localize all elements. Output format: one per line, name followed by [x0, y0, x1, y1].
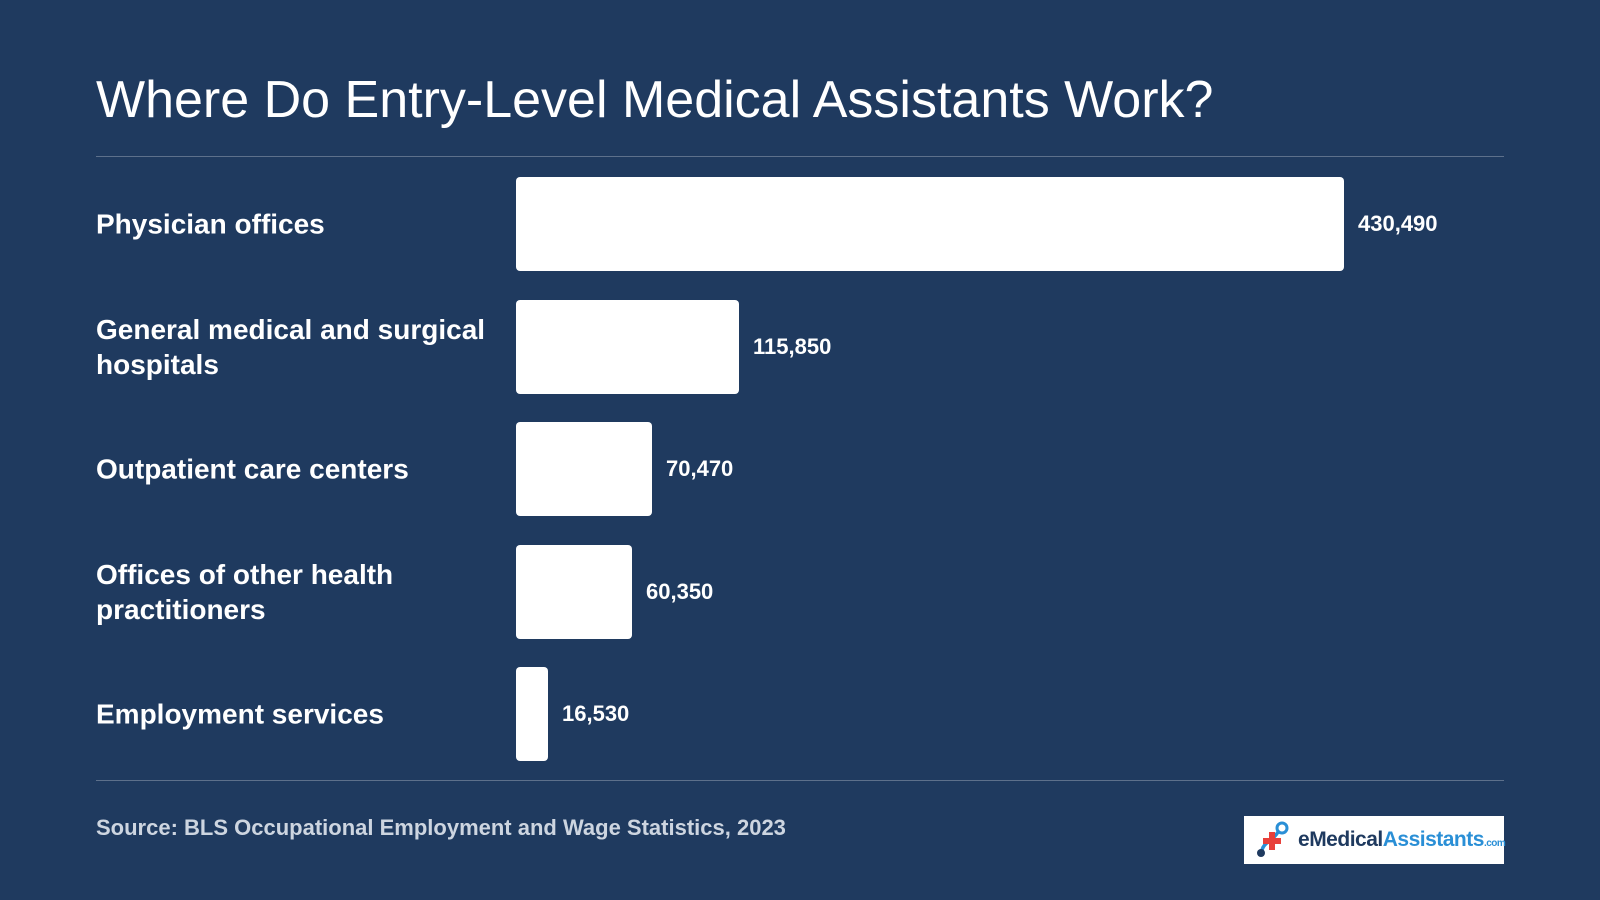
bar — [516, 667, 548, 761]
bar-value-label: 16,530 — [562, 701, 630, 726]
logo-wordmark-com: .com — [1483, 838, 1506, 849]
emedicalassistants-logo[interactable]: eMedicalAssistants.com — [1244, 816, 1506, 864]
chart-title: Where Do Entry-Level Medical Assistants … — [96, 71, 1214, 129]
bottom-divider — [96, 780, 1504, 781]
category-label: Physician offices — [96, 208, 325, 240]
category-label: General medical and surgical hospitals — [96, 313, 486, 380]
bar — [516, 299, 739, 394]
logo-wordmark-assistants: Assistants — [1382, 828, 1485, 851]
bar — [516, 177, 1344, 271]
category-label: Offices of other health practitioners — [96, 558, 394, 625]
source-note: Source: BLS Occupational Employment and … — [96, 815, 786, 840]
logo-wordmark-medical: Medical — [1309, 828, 1383, 851]
category-label: Employment services — [96, 698, 384, 730]
bar-value-label: 70,470 — [666, 456, 734, 481]
bar-value-label: 115,850 — [753, 333, 832, 359]
bar — [516, 544, 632, 639]
logo-wordmark: eMedicalAssistants.com — [1298, 828, 1506, 852]
medical-cross-logo-icon — [1257, 821, 1289, 857]
logo-wordmark-e: e — [1298, 828, 1310, 851]
category-label: Outpatient care centers — [96, 453, 409, 485]
bar — [516, 422, 652, 516]
bar-value-label: 60,350 — [646, 578, 714, 604]
top-divider — [96, 156, 1504, 157]
bar-value-label: 430,490 — [1358, 211, 1438, 236]
